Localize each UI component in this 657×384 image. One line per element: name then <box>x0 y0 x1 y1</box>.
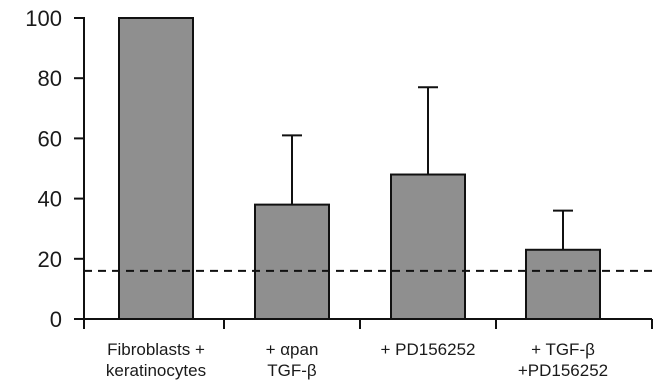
y-tick-label: 0 <box>50 307 62 332</box>
y-tick-label: 20 <box>38 247 62 272</box>
bar <box>390 173 466 320</box>
y-tick-label: 80 <box>38 66 62 91</box>
y-tick-label: 60 <box>38 126 62 151</box>
x-category-label: Fibroblasts + keratinocytes <box>106 340 206 380</box>
x-category-label: + αpan TGF-β <box>266 340 319 380</box>
y-tick-label: 100 <box>25 6 62 31</box>
bar <box>118 17 194 320</box>
bar <box>525 248 601 321</box>
x-category-label: + PD156252 <box>381 340 476 359</box>
bar <box>254 203 330 320</box>
x-category-label: + TGF-β +PD156252 <box>518 340 608 380</box>
y-tick-label: 40 <box>38 187 62 212</box>
